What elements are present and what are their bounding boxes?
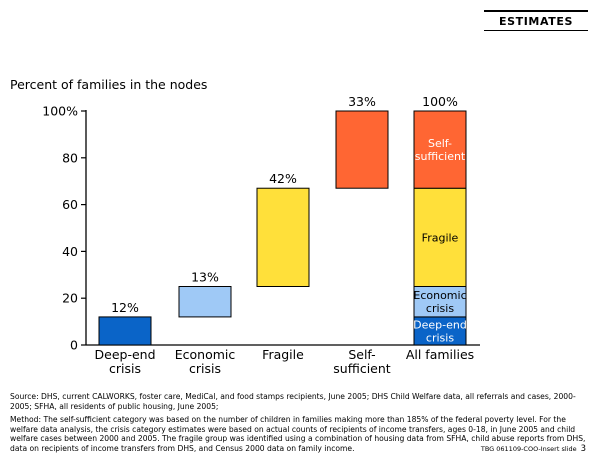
y-tick-label: 0 (70, 338, 78, 353)
bar (335, 110, 389, 189)
bar (256, 187, 310, 287)
x-tick-label: Economic (175, 347, 236, 362)
page-number: 3 (580, 444, 586, 454)
segment-label: Fragile (422, 231, 459, 244)
segment-label: Economic (413, 289, 466, 302)
segment-label: Deep-end (413, 318, 467, 331)
x-tick-label: Self- (348, 347, 375, 362)
x-tick-label: Deep-end (95, 347, 156, 362)
data-label: 33% (348, 94, 376, 109)
x-tick-label: crisis (109, 361, 141, 376)
y-tick-label: 100% (42, 104, 78, 119)
x-tick-label: crisis (189, 361, 221, 376)
x-tick-label: Fragile (262, 347, 304, 362)
bar (178, 286, 232, 318)
segment-label: crisis (426, 302, 454, 315)
x-tick-label: All families (406, 347, 474, 362)
segment-label: crisis (426, 331, 454, 344)
data-label: 12% (111, 300, 139, 315)
source-note: Source: DHS, current CALWORKS, foster ca… (10, 392, 576, 411)
slide-code: TBG 061109-COO-Insert slide (480, 445, 577, 453)
y-tick-label: 80 (62, 150, 78, 165)
stacked-segment (413, 316, 467, 346)
bar-chart: 020406080100%Deep-endcrisisEconomiccrisi… (42, 94, 480, 376)
y-tick-label: 20 (62, 291, 78, 306)
chart-title: Percent of families in the nodes (10, 77, 208, 92)
data-label: 42% (269, 171, 297, 186)
estimates-badge: ESTIMATES (484, 10, 588, 31)
data-label: 100% (422, 94, 458, 109)
segment-label: sufficient (415, 150, 466, 163)
data-label: 13% (191, 270, 219, 285)
y-tick-label: 60 (62, 197, 78, 212)
slide-footer: TBG 061109-COO-Insert slide 3 (481, 444, 586, 454)
segment-label: Self- (428, 137, 452, 150)
method-note: Method: The self-sufficient category was… (10, 415, 586, 453)
x-tick-label: sufficient (333, 361, 390, 376)
bar (98, 316, 152, 346)
stacked-segment (413, 110, 467, 189)
y-tick-label: 40 (62, 244, 78, 259)
